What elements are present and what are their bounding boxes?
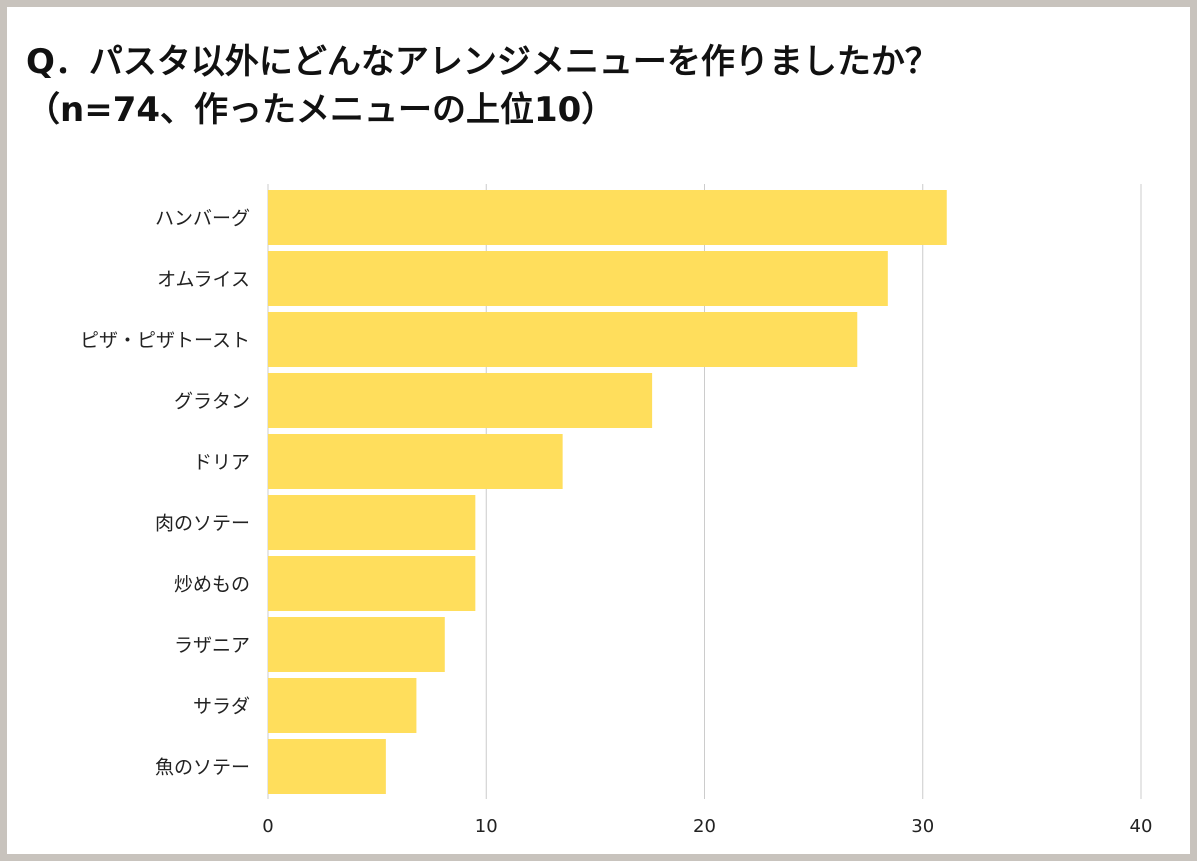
bar	[268, 434, 563, 489]
category-labels: ハンバーグオムライスピザ・ピザトーストグラタンドリア肉のソテー炒めものラザニアサ…	[80, 208, 250, 779]
x-tick-label: 30	[911, 816, 934, 837]
chart-title-line2: （n=74、作ったメニューの上位10）	[26, 90, 616, 130]
bar	[268, 251, 888, 306]
x-tick-label: 10	[475, 816, 498, 837]
bar	[268, 190, 947, 245]
x-tick-label: 40	[1130, 816, 1153, 837]
category-label: ラザニア	[174, 635, 250, 657]
bar	[268, 556, 476, 611]
category-label: ドリア	[193, 452, 250, 474]
category-label: 魚のソテー	[155, 757, 250, 779]
chart-panel	[7, 7, 1190, 854]
chart-title: Q．パスタ以外にどんなアレンジメニューを作りましたか？ （n=74、作ったメニュ…	[26, 38, 939, 134]
x-tick-label: 0	[262, 816, 273, 837]
x-tick-label: 20	[693, 816, 716, 837]
category-label: ピザ・ピザトースト	[80, 330, 250, 352]
bar	[268, 373, 653, 428]
bar	[268, 678, 417, 733]
chart-title-line1: Q．パスタ以外にどんなアレンジメニューを作りましたか？	[26, 42, 939, 82]
category-label: サラダ	[193, 696, 250, 718]
bars	[268, 190, 947, 794]
x-tick-labels: 0 10 20 30 40	[262, 816, 1152, 837]
category-label: グラタン	[174, 391, 250, 413]
bar	[268, 495, 476, 550]
bar	[268, 739, 386, 794]
category-label: 炒めもの	[174, 574, 250, 596]
category-label: ハンバーグ	[155, 208, 250, 230]
category-label: 肉のソテー	[155, 513, 250, 535]
category-label: オムライス	[157, 269, 250, 291]
bar	[268, 312, 858, 367]
bar	[268, 617, 445, 672]
